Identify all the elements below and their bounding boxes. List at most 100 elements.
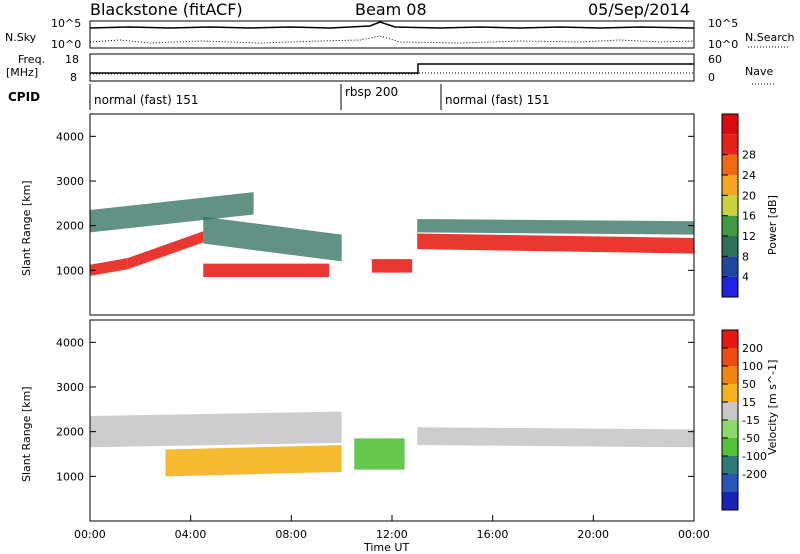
y-tick-label: 1000 <box>56 264 84 277</box>
data-band <box>203 263 330 278</box>
nave-tick-top: 60 <box>708 53 722 66</box>
colorbar-tick-label: -50 <box>742 432 760 445</box>
colorbar-swatch <box>722 134 738 155</box>
data-band <box>90 192 254 233</box>
noise-left-label: N.Sky <box>5 31 37 44</box>
sky-noise-line <box>89 21 695 29</box>
power-colorbar: 4 8 12 16 20 24 28 <box>721 113 756 298</box>
data-band <box>127 231 204 270</box>
velocity-colorbar-label: Velocity [m s^-1] <box>766 360 779 455</box>
y-tick-label: 3000 <box>56 381 84 394</box>
noise-left-tick-top: 10^5 <box>51 17 81 30</box>
colorbar-swatch <box>722 114 738 135</box>
nave-line <box>90 72 694 75</box>
colorbar-tick-label: 50 <box>742 378 756 391</box>
colorbar-swatch <box>722 402 738 420</box>
noise-left-tick-bottom: 10^0 <box>51 38 81 51</box>
freq-tick-top: 18 <box>65 53 79 66</box>
y-tick-label: 4000 <box>56 336 84 349</box>
power-ylabel: Slant Range [km] <box>20 180 33 276</box>
cpid-segment-2: rbsp 200 <box>345 85 398 99</box>
data-band <box>203 216 342 262</box>
colorbar-swatch <box>722 456 738 474</box>
power-colorbar-label: Power [dB] <box>766 195 779 255</box>
colorbar-swatch <box>722 438 738 456</box>
x-tick-label: 16:00 <box>477 528 509 541</box>
freq-line <box>90 63 694 74</box>
colorbar-swatch <box>722 236 738 257</box>
colorbar-frame <box>721 113 739 298</box>
colorbar-swatch <box>722 276 738 297</box>
colorbar-swatch <box>722 330 738 348</box>
colorbar-tick-label: -15 <box>742 414 760 427</box>
x-tick-label: 04:00 <box>175 528 207 541</box>
noise-right-tick-top: 10^5 <box>708 17 738 30</box>
colorbar-tick-label: 200 <box>742 342 763 355</box>
x-axis: 00:00 04:00 08:00 12:00 16:00 20:00 00:00 <box>74 515 710 541</box>
data-band <box>90 258 128 276</box>
colorbar-swatch <box>722 348 738 366</box>
colorbar-swatch <box>722 154 738 175</box>
beam-title: Beam 08 <box>355 0 427 19</box>
velocity-y-axis: 1000 2000 3000 4000 <box>56 336 694 483</box>
y-tick-label: 2000 <box>56 426 84 439</box>
colorbar-swatch <box>722 215 738 236</box>
colorbar-tick-label: 28 <box>742 149 756 162</box>
y-tick-label: 3000 <box>56 175 84 188</box>
power-y-axis: 1000 2000 3000 4000 <box>56 130 694 277</box>
colorbar-tick-label: 4 <box>742 271 749 284</box>
noise-right-tick-bottom: 10^0 <box>708 38 738 51</box>
colorbar-swatch <box>722 492 738 510</box>
data-band <box>165 445 342 477</box>
freq-label-line1: Freq. <box>18 53 45 66</box>
velocity-ylabel: Slant Range [km] <box>20 386 33 482</box>
colorbar-swatch <box>722 195 738 216</box>
colorbar-tick-label: 16 <box>742 210 756 223</box>
colorbar-tick-label: 20 <box>742 189 756 202</box>
data-band <box>417 427 694 448</box>
freq-tick-bottom: 8 <box>70 71 77 84</box>
data-band <box>417 218 694 235</box>
colorbar-swatch <box>722 420 738 438</box>
date-title: 05/Sep/2014 <box>588 0 690 19</box>
colorbar-tick-label: 15 <box>742 396 756 409</box>
colorbar-tick-label: 24 <box>742 169 756 182</box>
cpid-label: CPID <box>8 90 40 104</box>
freq-panel-frame <box>89 53 695 82</box>
data-band <box>354 438 405 470</box>
power-panel-frame <box>89 113 695 316</box>
colorbar-tick-label: -100 <box>742 450 767 463</box>
y-tick-label: 2000 <box>56 220 84 233</box>
colorbar-tick-label: -200 <box>742 468 767 481</box>
x-tick-label: 00:00 <box>678 528 710 541</box>
colorbar-swatch <box>722 175 738 196</box>
cpid-segment-1: normal (fast) 151 <box>94 93 198 107</box>
x-tick-label: 00:00 <box>74 528 106 541</box>
power-heatmap-data <box>90 192 694 278</box>
cpid-segment-3: normal (fast) 151 <box>445 93 549 107</box>
colorbar-tick-label: 8 <box>742 250 749 263</box>
nave-label: Nave <box>745 65 773 78</box>
y-tick-label: 4000 <box>56 130 84 143</box>
colorbar-swatch <box>722 256 738 277</box>
search-noise-line <box>89 35 695 44</box>
velocity-colorbar: 200 100 50 15 -15 -50 -100 -200 <box>721 329 767 511</box>
noise-right-label: N.Search <box>745 31 795 44</box>
data-band <box>371 259 413 273</box>
y-tick-label: 1000 <box>56 470 84 483</box>
x-axis-title: Time UT <box>363 541 409 554</box>
colorbar-tick-label: 100 <box>742 360 763 373</box>
colorbar-swatch <box>722 366 738 384</box>
x-tick-label: 20:00 <box>577 528 609 541</box>
freq-label-line2: [MHz] <box>6 66 38 79</box>
noise-panel-frame <box>89 20 695 49</box>
x-tick-label: 12:00 <box>376 528 408 541</box>
velocity-heatmap-data <box>90 411 694 477</box>
colorbar-swatch <box>722 384 738 402</box>
colorbar-swatch <box>722 474 738 492</box>
colorbar-tick-label: 12 <box>742 230 756 243</box>
nave-tick-bottom: 0 <box>708 71 715 84</box>
station-title: Blackstone (fitACF) <box>90 0 243 19</box>
data-band <box>417 233 694 254</box>
